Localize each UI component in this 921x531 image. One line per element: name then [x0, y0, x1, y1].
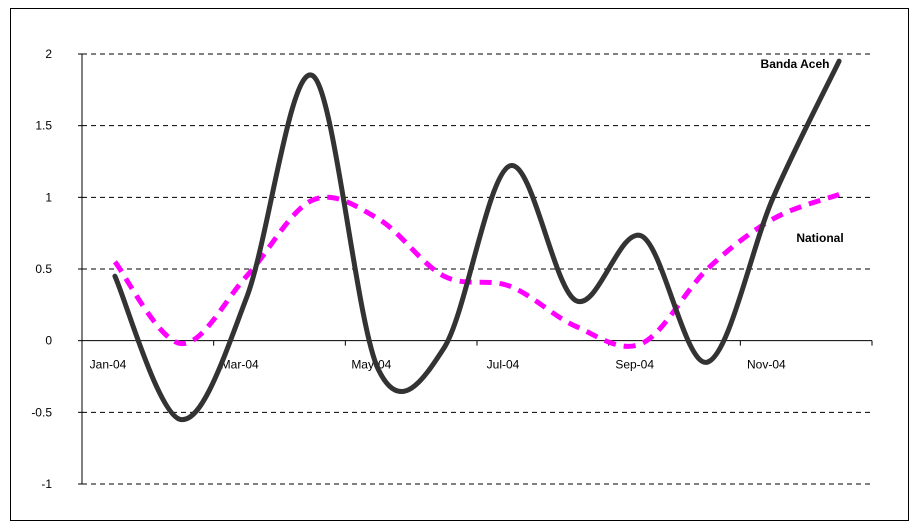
- y-tick-label: -1: [41, 477, 52, 491]
- series-label-national: National: [796, 231, 843, 245]
- x-tick-label: Sep-04: [615, 358, 654, 372]
- x-tick-label: Jul-04: [487, 358, 520, 372]
- y-tick-label: -0.5: [31, 405, 52, 419]
- y-tick-labels: -1 -0.5 0 0.5 1 1.5 2: [31, 47, 82, 491]
- x-tick-label: Mar-04: [221, 358, 259, 372]
- y-tick-label: 1: [45, 190, 52, 204]
- series-line-banda-aceh: [112, 58, 842, 423]
- x-tick-labels: Jan-04 Mar-04 May-04 Jul-04 Sep-04 Nov-04: [81, 340, 873, 372]
- x-tick-label: Jan-04: [90, 358, 127, 372]
- y-tick-label: 1.5: [35, 119, 52, 133]
- chart-frame: [10, 8, 909, 521]
- series-label-banda-aceh: Banda Aceh: [761, 57, 830, 71]
- y-tick-label: 0: [45, 334, 52, 348]
- gridlines: [82, 53, 872, 485]
- series-lines: [112, 58, 842, 423]
- series-line-national: [112, 192, 840, 349]
- x-tick-label: May-04: [351, 358, 391, 372]
- x-tick-label: Nov-04: [747, 358, 786, 372]
- y-tick-label: 2: [45, 47, 52, 61]
- y-tick-label: 0.5: [35, 262, 52, 276]
